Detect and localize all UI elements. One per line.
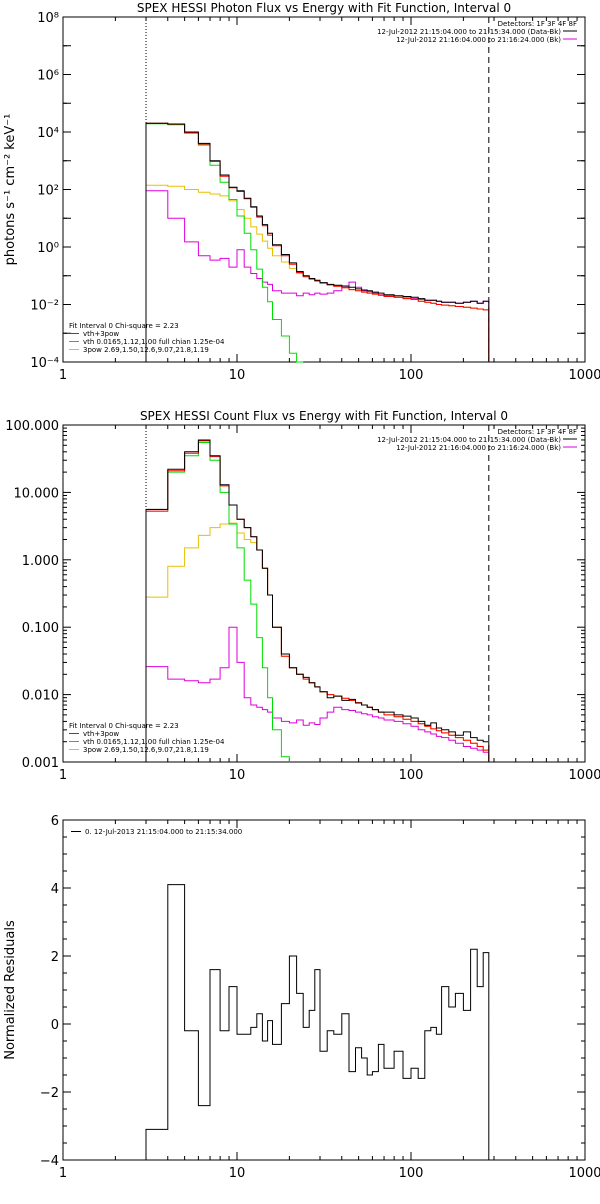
legend-fit-entry: vth+3pow [83, 730, 119, 738]
chart-panel-3: 1 10 100 1000 −4 −2 0 2 4 6 Normalized Residuals 0.… [3, 814, 600, 1181]
legend-entry-data: 12-Jul-2012 21:15:04.000 to 21:15:34.000… [377, 436, 561, 444]
x-tick-label: 1 [59, 1166, 67, 1181]
legend-fit-entry: 3pow 2.69,1.50,12.6,9.07,21.8,1.19 [83, 746, 209, 754]
x-tick-label: 1000 [568, 368, 600, 383]
y-tick-label: 10⁻⁴ [30, 356, 59, 371]
x-tick-label: 100 [399, 1166, 424, 1181]
legend-fit-entry: vth 0.0165,1.12,1.00 full chian 1.25e-04 [83, 738, 225, 746]
series-line-vth [145, 123, 304, 363]
series-line-bk [145, 626, 490, 762]
x-tick-label: 10 [229, 368, 246, 383]
y-tick-label: 2 [51, 950, 59, 965]
legend-fit-title: Fit Interval 0 Chi-square = 2.23 [69, 722, 179, 730]
legend-fit-entry: vth 0.0165,1.12,1.00 full chian 1.25e-04 [83, 338, 225, 346]
legend-detectors: Detectors: 1F 3F 4F 8F [498, 428, 577, 436]
y-tick-label: 10⁶ [37, 69, 59, 84]
x-tick-label: 100 [399, 368, 424, 383]
y-tick-label: 4 [51, 882, 59, 897]
series-line-vth [145, 442, 290, 762]
chart-title: SPEX HESSI Photon Flux vs Energy with Fi… [137, 1, 511, 15]
y-tick-label: 100.000 [5, 419, 59, 434]
legend-fit-title: Fit Interval 0 Chi-square = 2.23 [69, 322, 179, 330]
x-tick-label: 10 [229, 1166, 246, 1181]
chart-panel-2: SPEX HESSI Count Flux vs Energy with Fit… [5, 409, 600, 783]
series-line-0-12-jul-2013-21-15-04-000-to-21-15-34-000 [145, 884, 490, 1160]
y-tick-label: 0.100 [22, 621, 59, 636]
plot-frame [62, 424, 586, 763]
y-tick-label: 0.001 [22, 756, 59, 771]
x-tick-label: 100 [399, 768, 424, 783]
y-tick-label: 10² [37, 184, 59, 199]
legend-entry-bk: 12-Jul-2012 21:16:04.000 to 21:16:24.000… [396, 444, 561, 452]
y-axis-label: Normalized Residuals [3, 920, 18, 1060]
legend-entry-bk: 12-Jul-2012 21:16:04.000 to 21:16:24.000… [396, 36, 561, 44]
x-tick-label: 1000 [568, 768, 600, 783]
legend-entry-data: 12-Jul-2012 21:15:04.000 to 21:15:34.000… [377, 28, 561, 36]
y-tick-label: 1.000 [22, 554, 59, 569]
series-line-data-bk [145, 122, 490, 362]
legend-residual-entry: 0. 12-Jul-2013 21:15:04.000 to 21:15:34.… [85, 828, 242, 836]
y-tick-label: 10.000 [14, 486, 60, 501]
legend-fit-entry: 3pow 2.69,1.50,12.6,9.07,21.8,1.19 [83, 346, 209, 354]
y-tick-label: 10⁻² [30, 299, 59, 314]
y-tick-label: 0 [51, 1018, 59, 1033]
legend-detectors: Detectors: 1F 3F 4F 8F [498, 20, 577, 28]
x-tick-label: 1 [59, 768, 67, 783]
x-tick-label: 1000 [568, 1166, 600, 1181]
chart-panel-1: SPEX HESSI Photon Flux vs Energy with Fi… [3, 1, 600, 383]
series-line-vth-3pow [145, 122, 490, 362]
y-tick-label: 0.010 [22, 689, 59, 704]
series-line-data-bk [145, 439, 490, 762]
y-tick-label: −4 [40, 1154, 59, 1169]
y-tick-label: 10⁸ [37, 11, 59, 26]
x-tick-label: 1 [59, 368, 67, 383]
y-tick-label: −2 [40, 1086, 59, 1101]
legend-fit-entry: vth+3pow [83, 330, 119, 338]
chart-title: SPEX HESSI Count Flux vs Energy with Fit… [140, 409, 508, 423]
y-tick-label: 10⁴ [37, 126, 59, 141]
y-tick-label: 10⁰ [37, 241, 59, 256]
x-tick-label: 10 [229, 768, 246, 783]
y-axis-label: photons s⁻¹ cm⁻² keV⁻¹ [3, 114, 18, 266]
y-tick-label: 6 [51, 814, 59, 829]
